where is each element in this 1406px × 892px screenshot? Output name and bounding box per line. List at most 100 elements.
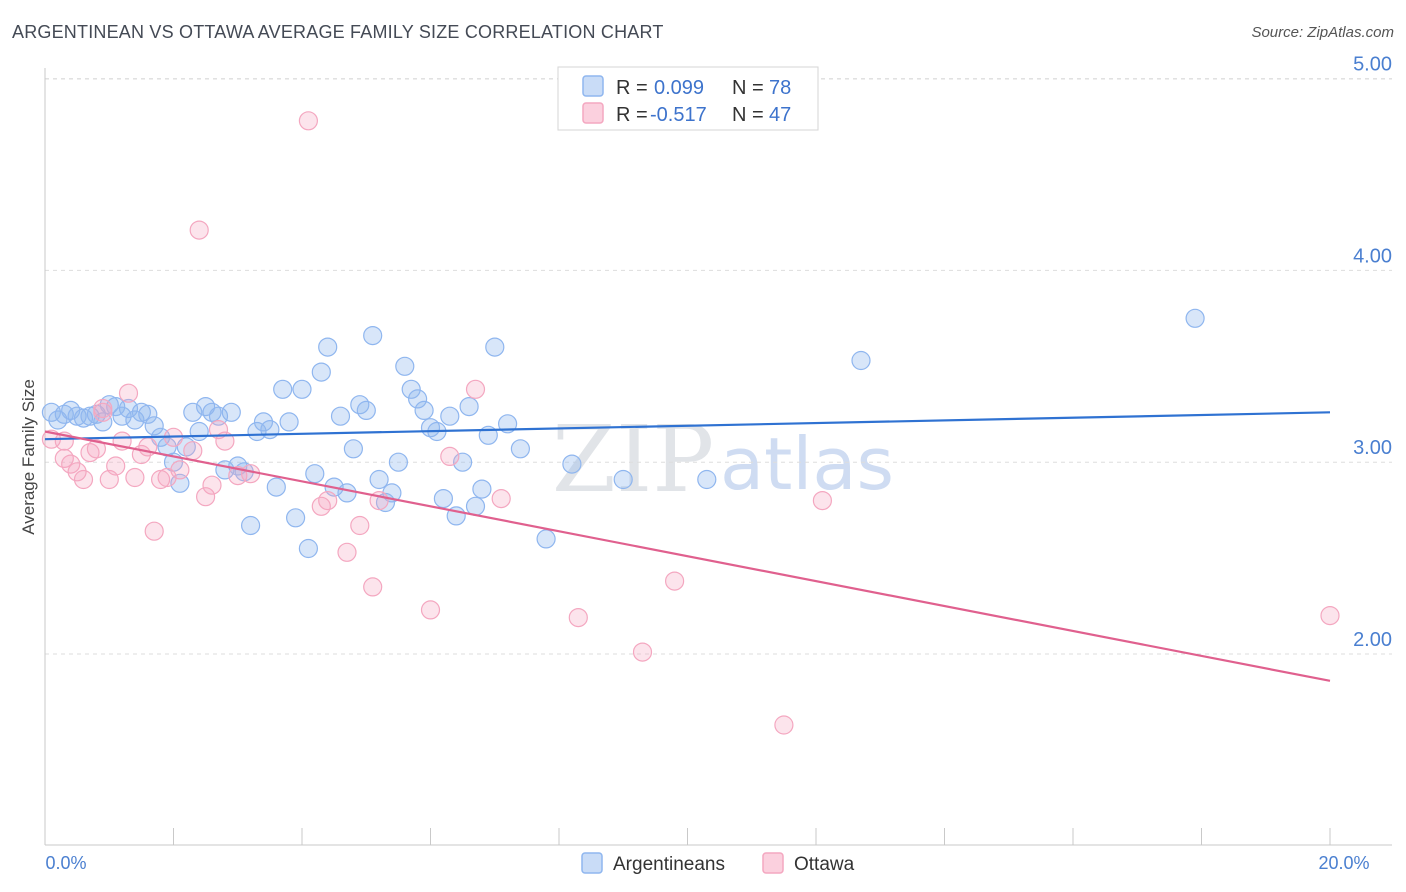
- data-point: [61, 454, 81, 474]
- data-point: [851, 350, 871, 371]
- data-point: [440, 446, 460, 466]
- data-point: [318, 491, 338, 511]
- legend-r-value-argentineans: 0.099: [654, 77, 704, 99]
- legend-swatch-ottawa: [582, 102, 604, 124]
- legend-n-value-argentineans: 78: [769, 77, 791, 99]
- data-point: [337, 542, 357, 562]
- data-point: [1185, 308, 1205, 328]
- data-point: [697, 469, 717, 490]
- legend-n-value-ottawa: 47: [769, 104, 791, 126]
- series-argentineans: [41, 308, 1205, 559]
- data-point: [189, 421, 209, 442]
- data-point: [279, 412, 299, 432]
- data-point: [485, 337, 505, 357]
- data-point: [196, 487, 216, 507]
- data-point: [170, 473, 190, 493]
- legend-n-label-ottawa: N =: [732, 104, 764, 126]
- y-axis-label: Average Family Size: [19, 379, 38, 535]
- legend-swatch-argentineans: [582, 75, 604, 97]
- data-point: [433, 489, 453, 509]
- data-point: [414, 400, 434, 420]
- data-point: [311, 362, 331, 382]
- y-tick-label: 4.00: [1353, 245, 1392, 267]
- data-point: [562, 454, 582, 474]
- data-point: [112, 406, 132, 426]
- series-legend-label-argentineans: Argentineans: [613, 854, 725, 875]
- data-point: [491, 489, 511, 509]
- legend-r-label-ottawa: R =: [616, 104, 648, 126]
- data-point: [298, 538, 318, 559]
- data-point: [292, 379, 312, 399]
- data-point: [241, 515, 261, 536]
- data-point: [632, 642, 653, 662]
- data-point: [613, 469, 633, 490]
- legend-box: R = 0.099 N = 78 R = -0.517 N = 47: [557, 66, 819, 131]
- data-point: [408, 389, 428, 409]
- data-point: [144, 416, 164, 436]
- data-point: [388, 452, 408, 472]
- data-point: [420, 600, 441, 620]
- x-tick-label-max: 20.0%: [1318, 853, 1369, 873]
- legend-r-label-argentineans: R =: [616, 77, 648, 99]
- series-legend-label-ottawa: Ottawa: [794, 854, 855, 875]
- data-point: [208, 420, 229, 440]
- data-point: [183, 441, 203, 461]
- watermark-atlas: atlas: [720, 422, 894, 506]
- data-point: [350, 515, 370, 536]
- y-tick-label: 3.00: [1353, 437, 1392, 459]
- data-point: [363, 326, 383, 346]
- data-point: [369, 469, 389, 490]
- data-point: [401, 379, 421, 399]
- data-point: [202, 475, 222, 495]
- series-legend: Argentineans Ottawa: [581, 852, 855, 875]
- data-points: [41, 111, 1340, 735]
- data-point: [812, 491, 833, 511]
- data-point: [93, 398, 113, 419]
- data-point: [183, 402, 203, 422]
- data-point: [138, 404, 158, 424]
- data-point: [774, 715, 794, 735]
- data-point: [459, 397, 479, 417]
- series-legend-swatch-argentineans: [581, 852, 603, 874]
- data-point: [498, 414, 518, 434]
- data-point: [221, 402, 241, 422]
- x-tick-label-min: 0.0%: [45, 853, 86, 873]
- data-point: [356, 400, 376, 420]
- data-point: [67, 462, 87, 482]
- y-tick-label: 5.00: [1353, 54, 1392, 76]
- data-point: [298, 111, 318, 131]
- data-point: [106, 456, 126, 476]
- data-point: [286, 508, 306, 528]
- legend-n-label-argentineans: N =: [732, 77, 764, 99]
- data-point: [266, 477, 286, 497]
- data-point: [125, 467, 145, 488]
- data-point: [93, 412, 113, 432]
- data-point: [363, 577, 383, 597]
- y-tick-labels: 2.00 3.00 4.00 5.00: [1353, 54, 1392, 651]
- axes: [44, 68, 1392, 846]
- trend-lines: [44, 411, 1331, 682]
- data-point: [253, 412, 274, 432]
- gridlines: [45, 78, 1392, 655]
- trend-line-argentineans: [44, 411, 1331, 441]
- data-point: [260, 420, 280, 440]
- data-point: [510, 439, 531, 459]
- data-point: [664, 571, 685, 591]
- data-point: [73, 469, 94, 490]
- data-point: [118, 383, 139, 403]
- data-point: [318, 337, 338, 357]
- chart-title: ARGENTINEAN VS OTTAWA AVERAGE FAMILY SIZ…: [12, 22, 664, 42]
- data-point: [536, 529, 556, 549]
- data-point: [1320, 605, 1340, 626]
- legend-r-value-ottawa: -0.517: [650, 104, 707, 126]
- data-point: [208, 406, 229, 426]
- trend-line-ottawa: [44, 430, 1331, 682]
- series-legend-swatch-ottawa: [762, 852, 784, 874]
- data-point: [330, 406, 351, 426]
- data-point: [453, 452, 473, 472]
- y-tick-label: 2.00: [1353, 629, 1392, 651]
- source-label: Source: ZipAtlas.com: [1251, 24, 1394, 41]
- data-point: [472, 479, 492, 499]
- data-point: [343, 439, 363, 459]
